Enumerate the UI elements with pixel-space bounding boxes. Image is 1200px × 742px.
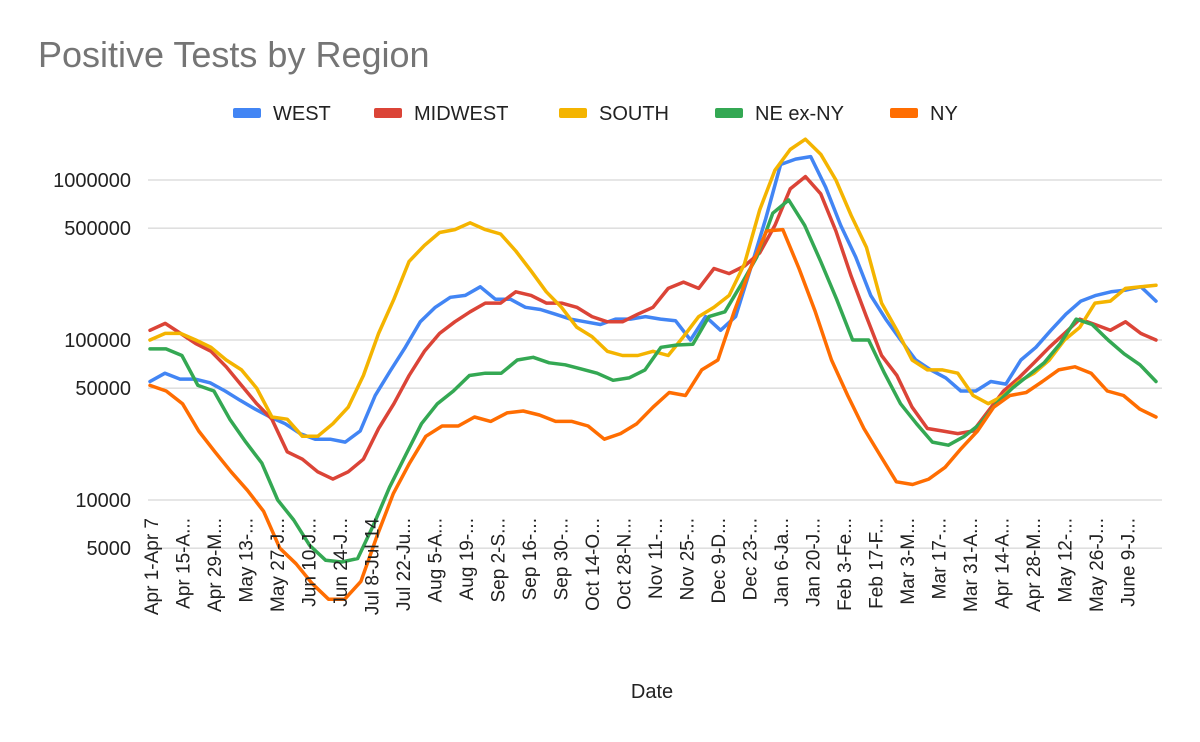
- x-tick-label: Feb 3-Fe...: [835, 518, 856, 611]
- legend-item-west: WEST: [233, 103, 331, 125]
- y-tick-label: 500000: [64, 218, 131, 240]
- x-axis-ticks: Apr 1-Apr 7 Apr 15-A... Apr 29-M... May 13-…: [142, 518, 1140, 616]
- series-line-ne-ex-ny: [148, 198, 1158, 564]
- x-axis-label: Date: [631, 681, 673, 703]
- x-tick-label: May 13-...: [237, 518, 258, 602]
- x-tick-label: Apr 14-A...: [993, 518, 1014, 609]
- x-tick-label: May 12-...: [1056, 518, 1077, 602]
- legend-item-ny: NY: [890, 103, 958, 125]
- x-tick-label: Nov 25-...: [678, 518, 699, 600]
- x-tick-label: Oct 28-N...: [615, 518, 636, 610]
- x-tick-label: Jan 20-J...: [804, 518, 825, 607]
- legend-swatch: [374, 108, 402, 118]
- x-tick-label: May 26-J...: [1087, 518, 1108, 612]
- x-tick-label: Mar 3-M...: [898, 518, 919, 605]
- x-tick-label: June 9-J...: [1119, 518, 1140, 607]
- x-tick-label: Jul 8-Jul 14: [363, 518, 384, 616]
- x-tick-label: Jan 6-Ja...: [772, 518, 793, 607]
- y-tick-label: 100000: [64, 330, 131, 352]
- gridlines: [148, 179, 1162, 549]
- x-tick-label: Jun 10-J...: [300, 518, 321, 607]
- legend-item-midwest: MIDWEST: [374, 103, 508, 125]
- legend-swatch: [890, 108, 918, 118]
- series-lines: [148, 137, 1158, 601]
- legend-swatch: [715, 108, 743, 118]
- x-tick-label: Sep 30-...: [552, 518, 573, 600]
- y-tick-label: 1000000: [53, 170, 131, 192]
- legend-item-south: SOUTH: [559, 103, 669, 125]
- x-tick-label: Apr 29-M...: [205, 518, 226, 612]
- x-tick-label: Jun 24-J...: [331, 518, 352, 607]
- y-tick-label: 5000: [87, 538, 132, 560]
- x-tick-label: Apr 28-M...: [1024, 518, 1045, 612]
- x-tick-label: Feb 17-F...: [867, 518, 888, 609]
- legend-label: SOUTH: [599, 103, 669, 125]
- x-tick-label: May 27-J...: [268, 518, 289, 612]
- legend-swatch: [559, 108, 587, 118]
- x-tick-label: Jul 22-Ju...: [394, 518, 415, 611]
- series-line-ny: [148, 227, 1158, 601]
- series-line-west: [148, 154, 1158, 444]
- x-tick-label: Sep 16-...: [520, 518, 541, 600]
- legend-label: MIDWEST: [414, 103, 508, 125]
- legend-item-ne-ex-ny: NE ex-NY: [715, 103, 844, 125]
- x-tick-label: Aug 19-...: [457, 518, 478, 600]
- x-tick-label: Dec 23-...: [741, 518, 762, 600]
- x-tick-label: Aug 5-A...: [426, 518, 447, 603]
- chart-title: Positive Tests by Region: [38, 34, 430, 75]
- legend-label: NE ex-NY: [755, 103, 844, 125]
- x-tick-label: Nov 11-...: [646, 518, 667, 599]
- legend: WEST MIDWEST SOUTH NE ex-NY NY: [233, 103, 958, 125]
- x-tick-label: Dec 9-D...: [709, 518, 730, 604]
- x-tick-label: Oct 14-O...: [583, 518, 604, 611]
- series-line-south: [148, 137, 1158, 439]
- y-tick-label: 10000: [75, 490, 131, 512]
- legend-swatch: [233, 108, 261, 118]
- x-tick-label: Apr 15-A...: [174, 518, 195, 609]
- legend-label: WEST: [273, 103, 331, 125]
- y-axis-ticks: 5000 10000 50000 100000 500000 1000000: [53, 170, 131, 560]
- y-tick-label: 50000: [75, 378, 131, 400]
- x-tick-label: Mar 31-A...: [961, 518, 982, 612]
- legend-label: NY: [930, 103, 958, 125]
- x-tick-label: Mar 17-...: [930, 518, 951, 599]
- x-tick-label: Apr 1-Apr 7: [142, 518, 163, 615]
- x-tick-label: Sep 2-S...: [489, 518, 510, 603]
